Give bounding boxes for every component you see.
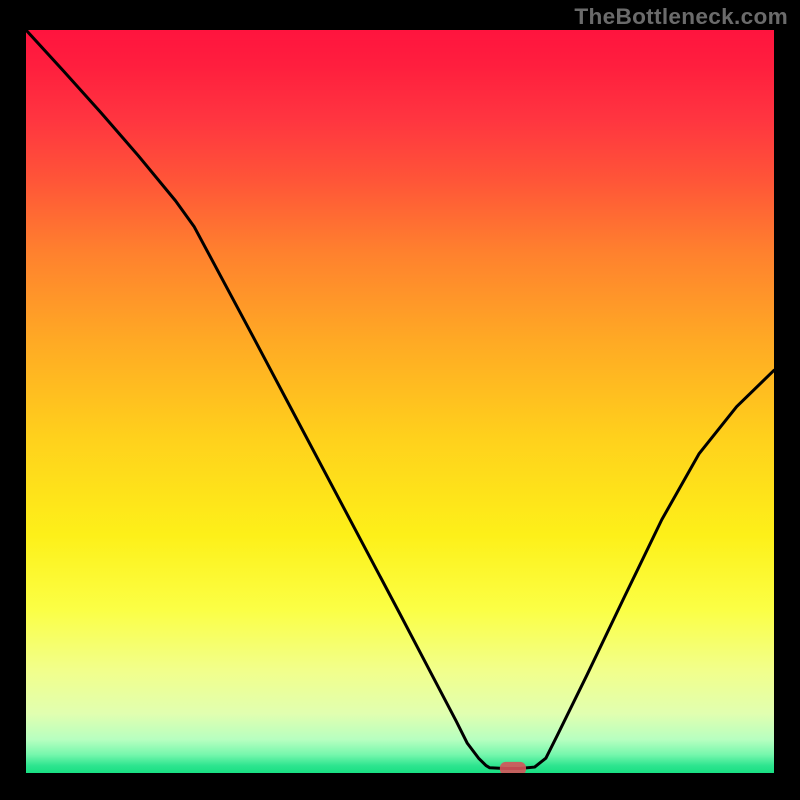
bottleneck-chart [26, 30, 774, 773]
watermark-text: TheBottleneck.com [574, 4, 788, 30]
optimal-point-marker [500, 762, 526, 773]
gradient-background [26, 30, 774, 773]
